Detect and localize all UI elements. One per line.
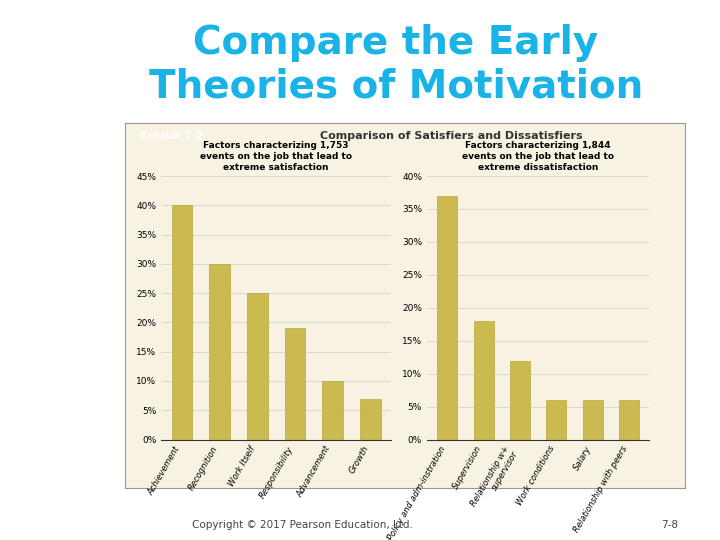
Text: Exhibit 7-2: Exhibit 7-2	[140, 131, 203, 141]
Bar	[171, 205, 192, 440]
Text: Copyright © 2017 Pearson Education, Ltd.: Copyright © 2017 Pearson Education, Ltd.	[192, 520, 413, 530]
Bar	[619, 400, 639, 440]
Bar	[583, 400, 603, 440]
Bar	[474, 321, 493, 440]
Bar	[247, 293, 268, 440]
Title: Factors characterizing 1,844
events on the job that lead to
extreme dissatisfact: Factors characterizing 1,844 events on t…	[462, 141, 614, 172]
Text: LO 1: LO 1	[27, 58, 63, 72]
Text: Compare the Early
Theories of Motivation: Compare the Early Theories of Motivation	[149, 24, 643, 106]
Text: Comparison of Satisfiers and Dissatisfiers: Comparison of Satisfiers and Dissatisfie…	[320, 131, 582, 141]
Text: 7-8: 7-8	[661, 520, 678, 530]
Bar	[210, 264, 230, 440]
Bar	[546, 400, 567, 440]
Title: Factors characterizing 1,753
events on the job that lead to
extreme satisfaction: Factors characterizing 1,753 events on t…	[200, 141, 352, 172]
Bar	[510, 361, 530, 440]
Bar	[323, 381, 343, 440]
Bar	[360, 399, 380, 440]
Bar	[437, 196, 457, 440]
Bar	[284, 328, 305, 440]
